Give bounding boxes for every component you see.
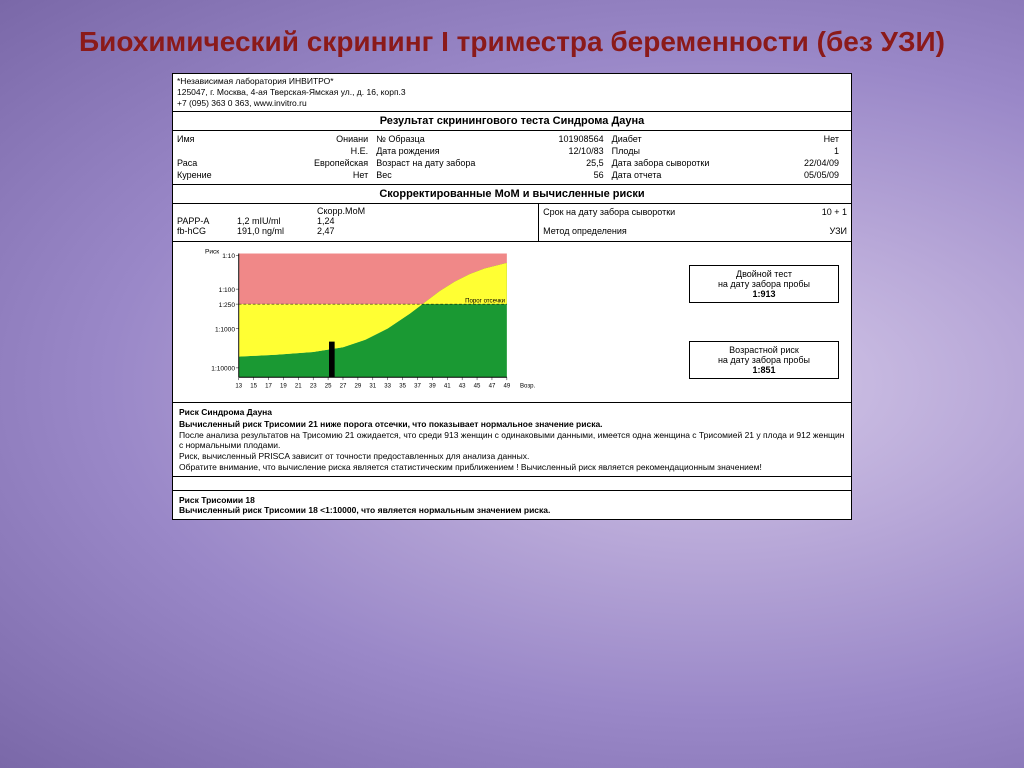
- label: Диабет: [612, 133, 722, 145]
- svg-text:1:100: 1:100: [219, 286, 236, 293]
- value: 101908564: [486, 133, 611, 145]
- value: 191,0 ng/ml: [237, 226, 317, 236]
- age-risk-box: Возрастной риск на дату забора пробы 1:8…: [689, 341, 839, 379]
- value: 56: [486, 169, 611, 181]
- mom-block: Скорр.МоМ PAPP-A 1,2 mIU/ml 1,24 fb-hCG …: [173, 204, 851, 242]
- slide: Биохимический скрининг I триместра берем…: [0, 0, 1024, 768]
- value: Европейская: [235, 157, 376, 169]
- box-title: Возрастной риск: [696, 345, 832, 355]
- svg-text:43: 43: [459, 382, 466, 389]
- value: Ониани: [235, 133, 376, 145]
- risk21-p2: Риск, вычисленный PRISCA зависит от точн…: [179, 451, 845, 462]
- value: 10 + 1: [822, 206, 847, 220]
- value: Нет: [722, 133, 847, 145]
- label: PAPP-A: [177, 216, 237, 226]
- value: 22/04/09: [722, 157, 847, 169]
- risk-chart: Риск1:10 1:100 1:250 1:1000 1:10000 Порог отс…: [177, 246, 555, 396]
- value: 25,5: [486, 157, 611, 169]
- svg-text:1:250: 1:250: [219, 301, 236, 308]
- risk21-bold: Вычисленный риск Трисомии 21 ниже порога…: [179, 419, 845, 430]
- risk21-p1: После анализа результатов на Трисомию 21…: [179, 430, 845, 451]
- value: 1: [722, 145, 847, 157]
- svg-text:Возр.: Возр.: [520, 382, 536, 389]
- svg-text:27: 27: [340, 382, 347, 389]
- label: Дата рождения: [376, 145, 486, 157]
- svg-text:23: 23: [310, 382, 317, 389]
- lab-address: 125047, г. Москва, 4-ая Тверская-Ямская …: [177, 87, 847, 98]
- label: fb-hCG: [177, 226, 237, 236]
- risk18-bold: Вычисленный риск Трисомии 18 <1:10000, ч…: [179, 505, 845, 515]
- svg-text:45: 45: [474, 382, 481, 389]
- svg-text:15: 15: [250, 382, 257, 389]
- svg-text:47: 47: [489, 382, 496, 389]
- box-value: 1:851: [696, 365, 832, 375]
- svg-text:31: 31: [369, 382, 376, 389]
- svg-text:29: 29: [355, 382, 362, 389]
- svg-text:21: 21: [295, 382, 302, 389]
- box-value: 1:913: [696, 289, 832, 299]
- svg-text:25: 25: [325, 382, 332, 389]
- risk-18-section: Риск Трисомии 18 Вычисленный риск Трисом…: [173, 491, 851, 519]
- value: 1,2 mIU/ml: [237, 216, 317, 226]
- label: Дата отчета: [612, 169, 722, 181]
- value: 2,47: [317, 226, 377, 236]
- corr-mom-label: Скорр.МоМ: [317, 206, 377, 216]
- svg-text:19: 19: [280, 382, 287, 389]
- svg-text:39: 39: [429, 382, 436, 389]
- label: Раса: [177, 157, 235, 169]
- value: УЗИ: [830, 225, 847, 239]
- value: 12/10/83: [486, 145, 611, 157]
- value: Н.Е.: [235, 145, 376, 157]
- value: 1,24: [317, 216, 377, 226]
- risk-chart-area: Риск1:10 1:100 1:250 1:1000 1:10000 Порог отс…: [173, 242, 851, 403]
- risk21-p3: Обратите внимание, что вычисление риска …: [179, 462, 845, 473]
- lab-name: *Независимая лаборатория ИНВИТРО*: [177, 76, 847, 87]
- svg-text:1:1000: 1:1000: [215, 326, 235, 333]
- svg-text:33: 33: [384, 382, 391, 389]
- label: Дата забора сыворотки: [612, 157, 722, 169]
- lab-header: *Независимая лаборатория ИНВИТРО* 125047…: [173, 74, 851, 112]
- svg-text:35: 35: [399, 382, 406, 389]
- svg-text:41: 41: [444, 382, 451, 389]
- spacer: [173, 477, 851, 491]
- label: Метод определения: [543, 225, 627, 239]
- risk18-title: Риск Трисомии 18: [179, 495, 845, 505]
- svg-text:1:10: 1:10: [222, 253, 235, 260]
- value: 05/05/09: [722, 169, 847, 181]
- section-mom-title: Скорректированные МоМ и вычисленные риск…: [173, 185, 851, 204]
- box-title: Двойной тест: [696, 269, 832, 279]
- svg-text:1:10000: 1:10000: [211, 365, 235, 372]
- svg-text:49: 49: [503, 382, 510, 389]
- svg-text:37: 37: [414, 382, 421, 389]
- label: Вес: [376, 169, 486, 181]
- label: Срок на дату забора сыворотки: [543, 206, 675, 220]
- value: Нет: [235, 169, 376, 181]
- label: Плоды: [612, 145, 722, 157]
- risk-21-section: Риск Синдрома Дауна Вычисленный риск Три…: [173, 403, 851, 478]
- slide-title: Биохимический скрининг I триместра берем…: [0, 20, 1024, 65]
- double-test-box: Двойной тест на дату забора пробы 1:913: [689, 265, 839, 303]
- lab-phone: +7 (095) 363 0 363, www.invitro.ru: [177, 98, 847, 109]
- box-sub: на дату забора пробы: [696, 355, 832, 365]
- svg-text:17: 17: [265, 382, 272, 389]
- box-sub: на дату забора пробы: [696, 279, 832, 289]
- svg-text:Риск: Риск: [205, 248, 219, 255]
- patient-info: ИмяОниани Н.Е. РасаЕвропейская КурениеНе…: [173, 131, 851, 185]
- label: Курение: [177, 169, 235, 181]
- svg-text:Порог отсечки: Порог отсечки: [465, 297, 505, 304]
- label: Имя: [177, 133, 235, 145]
- risk21-title: Риск Синдрома Дауна: [179, 407, 845, 418]
- svg-text:13: 13: [235, 382, 242, 389]
- label: Возраст на дату забора: [376, 157, 486, 169]
- section-result-title: Результат скринингового теста Синдрома Д…: [173, 112, 851, 131]
- report-document: *Независимая лаборатория ИНВИТРО* 125047…: [172, 73, 852, 520]
- label: № Образца: [376, 133, 486, 145]
